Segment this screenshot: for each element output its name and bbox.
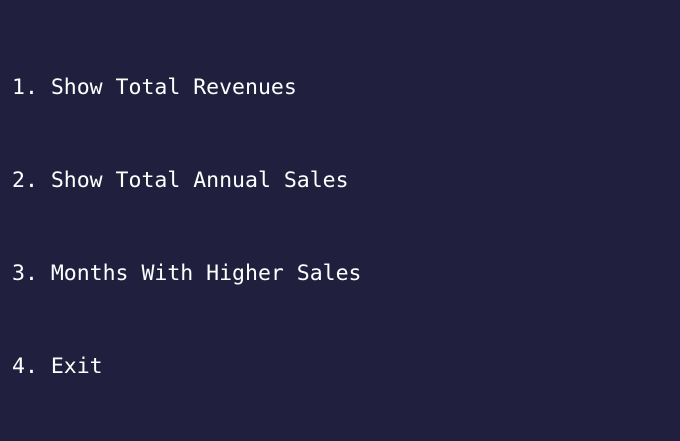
menu-option-4: 4. Exit [12,354,103,379]
menu-option-2: 2. Show Total Annual Sales [12,168,349,193]
menu-option-1: 1. Show Total Revenues [12,75,297,100]
menu-option-3: 3. Months With Higher Sales [12,261,362,286]
